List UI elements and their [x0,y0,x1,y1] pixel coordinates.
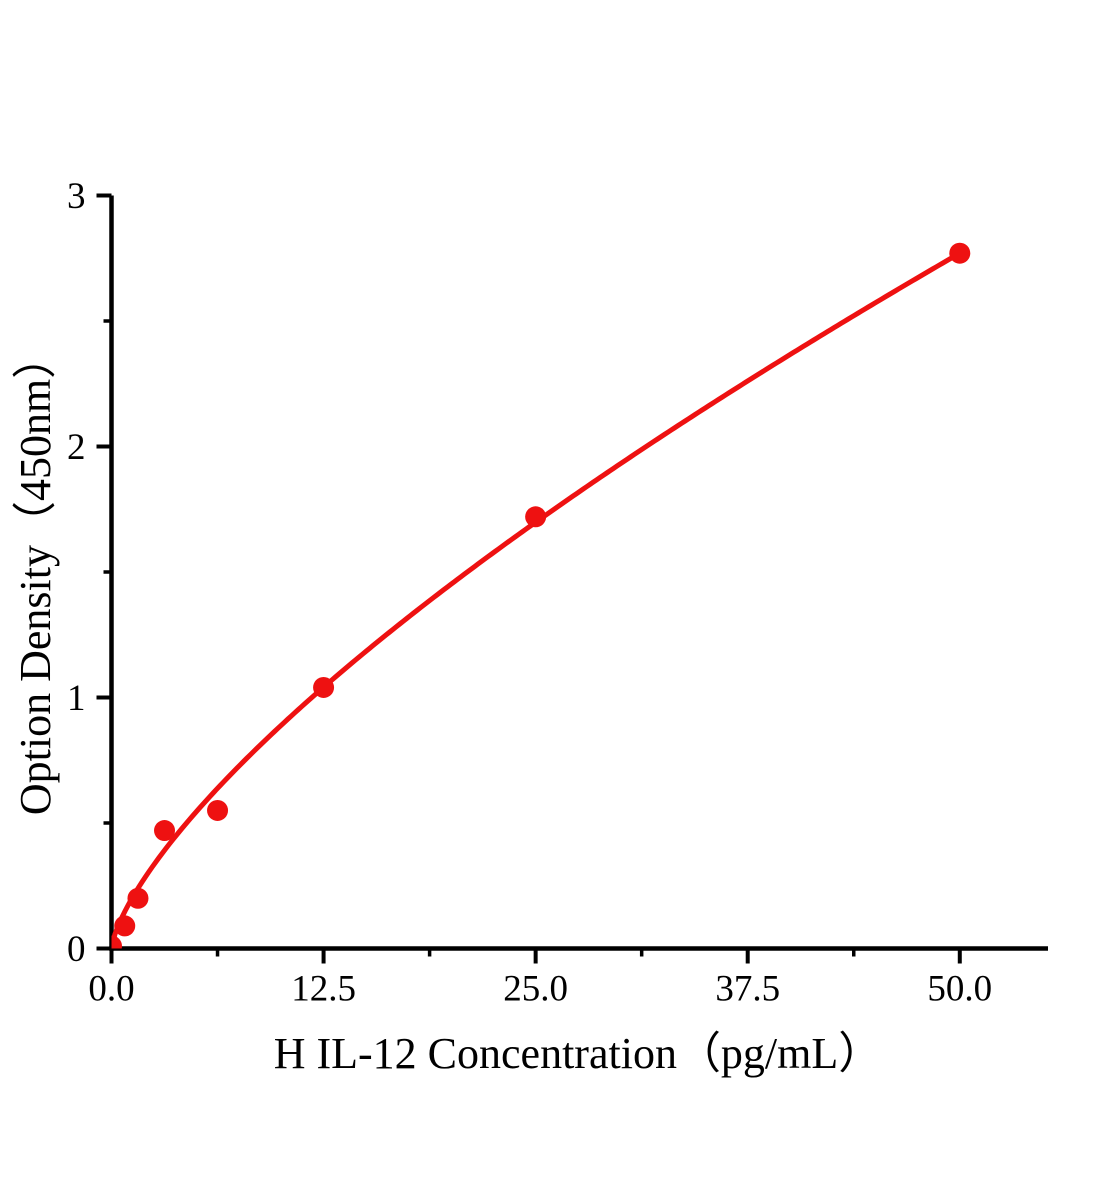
data-point [525,506,547,528]
axis-ticks [96,193,962,964]
x-tick-label: 25.0 [503,969,568,1010]
axis-tick-labels: 0.0 12.5 25.0 37.5 50.0 0 1 2 3 [67,176,992,1010]
x-tick-label: 0.0 [88,969,134,1010]
data-points [111,242,971,949]
data-point [114,915,136,937]
data-point [207,799,229,821]
data-point [127,887,149,909]
x-tick-label: 37.5 [715,969,780,1010]
fit-curve [111,250,963,949]
y-tick-label: 0 [67,929,86,970]
data-point [154,820,176,842]
y-tick-label: 3 [67,176,86,217]
y-axis-title: Option Density（450nm） [11,335,60,815]
axes [109,195,1048,951]
data-point [111,935,122,949]
standard-curve-line [111,250,963,949]
y-tick-label: 1 [67,678,86,719]
data-point [313,676,335,698]
x-tick-label: 12.5 [291,969,356,1010]
x-axis-title: H IL-12 Concentration（pg/mL） [274,1029,883,1078]
y-tick-label: 2 [67,427,86,468]
data-point [949,242,971,264]
x-tick-label: 50.0 [927,969,992,1010]
